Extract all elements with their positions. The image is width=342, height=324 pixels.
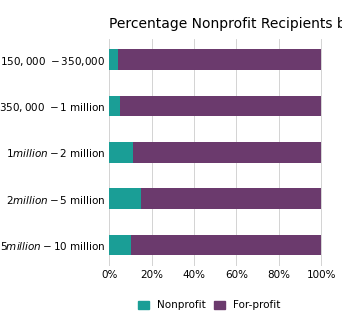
Bar (109, 142, 133, 163)
Bar (120, 96, 321, 116)
Bar (133, 142, 321, 163)
Bar (109, 49, 118, 70)
Legend: Nonprofit, For-profit: Nonprofit, For-profit (139, 300, 280, 310)
Bar (141, 188, 321, 209)
Bar (109, 235, 131, 255)
Bar (131, 235, 321, 255)
Bar (118, 49, 321, 70)
Text: Percentage Nonprofit Recipients by Loan Size: Percentage Nonprofit Recipients by Loan … (109, 17, 342, 31)
Bar (109, 96, 120, 116)
Bar (109, 188, 141, 209)
